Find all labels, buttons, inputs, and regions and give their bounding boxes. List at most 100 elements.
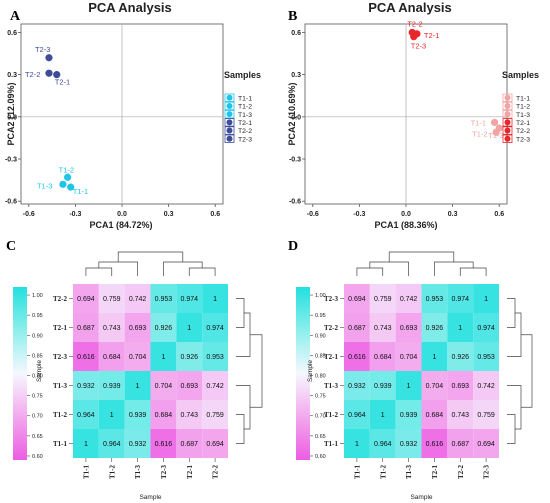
heatmap-cell — [473, 371, 499, 400]
y-tick-label: -0.6 — [289, 199, 301, 206]
heatmap-cell — [202, 429, 228, 458]
heatmap-cell — [73, 342, 99, 371]
column-label: T2-2 — [457, 465, 465, 480]
point-label: T1-2 — [472, 129, 487, 138]
colorbar-tick-label: 0.95 — [315, 313, 326, 319]
legend-key-box — [224, 110, 235, 119]
top-dendrogram-branch — [85, 267, 113, 276]
point-label: T2-2 — [25, 70, 40, 79]
cell-value-label: 0.932 — [77, 383, 95, 390]
legend-key-dot — [504, 102, 511, 109]
legend-key-box — [502, 93, 513, 102]
heatmap-cell — [395, 313, 422, 342]
side-dendrogram-branch — [236, 312, 251, 357]
legend-key-dot — [504, 127, 511, 134]
heatmap-cell — [124, 284, 151, 313]
panel-letter-b: B — [288, 9, 297, 24]
row-label: T1-3 — [53, 382, 68, 390]
heatmap-cell — [73, 284, 99, 313]
cell-value-label: 0.693 — [129, 325, 147, 332]
heatmap-cell — [369, 313, 396, 342]
colorbar-tick-label: 1.00 — [32, 293, 43, 299]
cell-value-label: 0.687 — [180, 441, 198, 448]
y-axis-label: Sample — [307, 360, 314, 382]
row-label: T1-3 — [324, 382, 339, 390]
legend-key-dot — [226, 94, 233, 101]
cell-value-label: 1 — [484, 296, 488, 303]
heatmap-cell — [395, 342, 422, 371]
cell-value-label: 1 — [407, 383, 411, 390]
heatmap-cell — [202, 400, 228, 429]
legend-entry: T1-1 — [516, 95, 530, 102]
heatmap-cell — [98, 313, 125, 342]
heatmap-cell — [369, 371, 396, 400]
legend-key-box — [224, 101, 235, 111]
legend-entry: T2-1 — [238, 120, 252, 127]
top-dendrogram-branch — [163, 261, 203, 276]
legend-entry: T2-3 — [516, 136, 530, 143]
heatmap-cell — [176, 429, 203, 458]
cell-value-label: 0.953 — [155, 296, 173, 303]
legend-title: Samples — [224, 70, 261, 80]
side-dendrogram-branch — [236, 414, 245, 444]
heatmap-cell — [421, 371, 448, 400]
heatmap-cell — [176, 313, 203, 342]
heatmap-cell — [202, 342, 228, 371]
cell-value-label: 0.759 — [206, 412, 224, 419]
colorbar-tick-label: 0.90 — [32, 333, 43, 339]
chart-title: PCA Analysis — [88, 0, 172, 15]
cell-value-label: 1 — [381, 412, 385, 419]
cell-value-label: 0.743 — [103, 325, 121, 332]
column-label: T1-2 — [379, 465, 387, 480]
side-dendrogram-branch — [507, 312, 522, 357]
cell-value-label: 0.743 — [374, 325, 392, 332]
y-tick-label: 0.3 — [7, 72, 17, 79]
heatmap-cell — [73, 313, 99, 342]
heatmap-cell — [73, 429, 99, 458]
data-point — [410, 33, 418, 41]
x-axis-label: PCA1 (84.72%) — [89, 220, 152, 230]
colorbar — [13, 287, 27, 460]
cell-value-label: 0.693 — [451, 383, 469, 390]
data-point — [490, 118, 499, 127]
legend-key-box — [224, 93, 235, 102]
cell-value-label: 0.964 — [348, 412, 366, 419]
x-tick-label: -0.3 — [353, 211, 365, 218]
y-axis-label: PCA2 (12.09%) — [6, 82, 16, 145]
cell-value-label: 1 — [161, 354, 165, 361]
legend-entry: T2-2 — [516, 128, 530, 135]
colorbar-tick-label: 1.00 — [315, 293, 326, 299]
legend-key-box — [502, 134, 513, 143]
row-label: T2-3 — [53, 353, 68, 361]
cell-value-label: 0.616 — [348, 354, 366, 361]
cell-value-label: 0.694 — [77, 296, 95, 303]
point-label: T1-3 — [37, 181, 52, 190]
legend-key-dot — [504, 94, 511, 101]
heatmap-cell — [447, 371, 474, 400]
heatmap-cell — [176, 371, 203, 400]
cell-value-label: 0.939 — [374, 383, 392, 390]
row-label: T2-3 — [324, 295, 339, 303]
heatmap-panel-c: 1.00 0.95 0.90 0.85 0.80 0.75 0.70 0.65 0.60 0.69… — [13, 251, 263, 501]
row-label: T2-2 — [53, 295, 68, 303]
legend-key-box — [224, 118, 235, 127]
heatmap-cell — [395, 284, 422, 313]
heatmap-cell — [73, 371, 99, 400]
point-label: T2-3 — [35, 45, 50, 54]
heatmap-cell — [473, 313, 499, 342]
heatmap-cell — [447, 429, 474, 458]
heatmap-cell — [344, 400, 370, 429]
heatmap-cell — [98, 342, 125, 371]
heatmap-cell — [150, 371, 177, 400]
legend-title: Samples — [502, 70, 539, 80]
data-point — [495, 124, 503, 132]
point-label: T2-1 — [55, 78, 70, 87]
colorbar-tick-label: 0.85 — [315, 353, 326, 359]
point-label: T1-1 — [73, 187, 88, 196]
top-dendrogram-branch — [188, 267, 216, 276]
point-label: T2-3 — [411, 42, 426, 51]
y-tick-label: 0.0 — [7, 114, 17, 121]
heatmap-cell — [202, 371, 228, 400]
data-point — [45, 54, 53, 62]
heatmap-cell — [447, 400, 474, 429]
